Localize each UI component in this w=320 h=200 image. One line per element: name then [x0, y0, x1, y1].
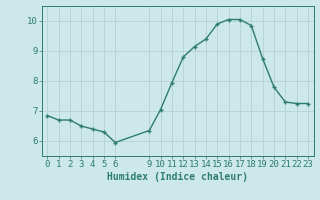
X-axis label: Humidex (Indice chaleur): Humidex (Indice chaleur)	[107, 172, 248, 182]
